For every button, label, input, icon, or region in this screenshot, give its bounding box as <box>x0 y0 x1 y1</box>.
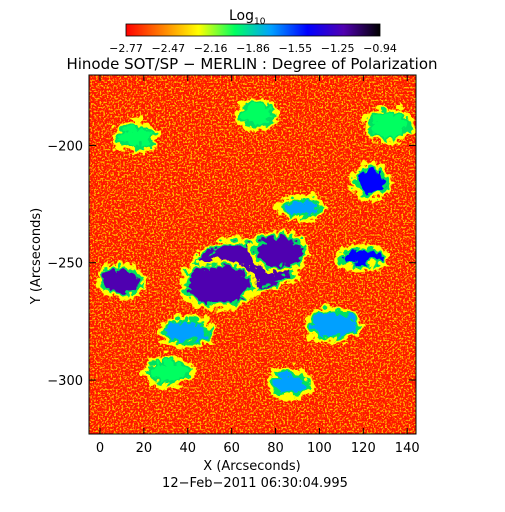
x-tick-label: 20 <box>136 441 153 456</box>
heatmap-region <box>354 166 381 190</box>
x-axis-label: X (Arcseconds) <box>203 459 300 474</box>
colorbar-tick-label: −2.47 <box>151 42 185 55</box>
colorbar-tick-label: −0.94 <box>363 42 397 55</box>
plot-frame <box>88 74 417 435</box>
heatmap-region <box>339 246 379 261</box>
x-tick-label: 0 <box>96 441 104 456</box>
heatmap-region <box>148 358 184 378</box>
heatmap-region <box>240 100 267 120</box>
x-tick-label: 140 <box>395 441 420 456</box>
heatmap-region <box>161 319 206 338</box>
observation-date: 12−Feb−2011 06:30:04.995 <box>162 476 348 491</box>
heatmap-region <box>183 262 245 301</box>
y-axis-label: Y (Arcseconds) <box>29 208 44 305</box>
colorbar-tick-label: −2.16 <box>194 42 228 55</box>
colorbar-ticks: −2.77 −2.47 −2.16 −1.86 −1.55 −1.25 −0.94 <box>109 42 397 55</box>
x-tick-label: 60 <box>223 441 240 456</box>
chart-title: Hinode SOT/SP − MERLIN : Degree of Polar… <box>66 55 437 73</box>
colorbar-tick-label: −2.77 <box>109 42 143 55</box>
colorbar <box>125 23 381 37</box>
x-tick-label: 120 <box>351 441 376 456</box>
heatmap-region <box>271 370 302 390</box>
x-tick-label: 100 <box>307 441 332 456</box>
y-tick-label: −200 <box>47 139 83 154</box>
x-axis-ticks: 0 20 40 60 80 100 120 140 <box>96 75 420 456</box>
heatmap-area <box>89 75 416 434</box>
heatmap-region <box>367 110 403 134</box>
y-tick-label: −250 <box>47 257 83 272</box>
heatmap-region <box>99 265 136 289</box>
heatmap-region <box>117 124 149 144</box>
heatmap-region <box>308 309 353 334</box>
heatmap-regions <box>91 93 411 397</box>
colorbar-label: Log10 <box>229 8 266 27</box>
x-tick-label: 80 <box>267 441 284 456</box>
x-tick-label: 40 <box>179 441 196 456</box>
y-tick-label: −300 <box>47 374 83 389</box>
colorbar-tick-label: −1.25 <box>321 42 355 55</box>
y-axis-ticks: −200 −250 −300 <box>47 139 416 389</box>
heatmap-region <box>279 197 316 212</box>
heatmap-region <box>253 234 298 263</box>
colorbar-tick-label: −1.86 <box>236 42 270 55</box>
colorbar-tick-label: −1.55 <box>278 42 312 55</box>
